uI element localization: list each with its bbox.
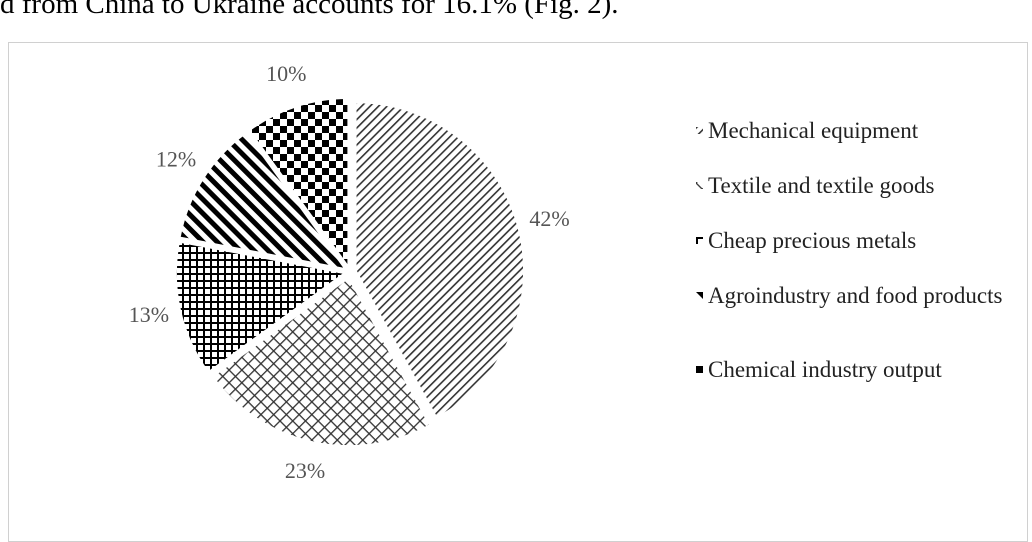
pie-slice	[248, 97, 349, 269]
pie-slice	[355, 101, 525, 419]
legend-label: Textile and textile goods	[708, 173, 935, 198]
legend-swatch	[696, 127, 703, 134]
legend-entry: Agroindustry and food products	[696, 283, 1008, 309]
legend-swatch	[696, 292, 703, 299]
chart: 42% 23% 13% 12% 10%	[129, 61, 570, 483]
document-text: d from China to Ukraine accounts for 16.…	[0, 0, 619, 20]
pie-slice	[179, 131, 347, 270]
legend-label: Chemical industry output	[708, 357, 942, 382]
legend-entry: Textile and textile goods	[696, 173, 1008, 199]
data-label: 42%	[529, 206, 569, 231]
data-label: 23%	[285, 458, 325, 483]
data-label: 12%	[156, 147, 196, 172]
legend-swatch	[696, 182, 703, 189]
legend-swatch	[696, 366, 703, 373]
data-label: 10%	[266, 61, 306, 86]
legend-entry: Chemical industry output	[696, 357, 1008, 383]
legend-swatch	[696, 237, 703, 244]
legend-label: Agroindustry and food products	[708, 283, 1003, 308]
data-label: 13%	[129, 302, 169, 327]
legend-label: Cheap precious metals	[708, 228, 917, 253]
legend-entry: Cheap precious metals	[696, 228, 1008, 254]
legend-label: Mechanical equipment	[708, 118, 919, 143]
pie-slice	[211, 276, 431, 447]
pie-slice	[175, 240, 346, 374]
legend-entry: Mechanical equipment	[696, 118, 1008, 144]
